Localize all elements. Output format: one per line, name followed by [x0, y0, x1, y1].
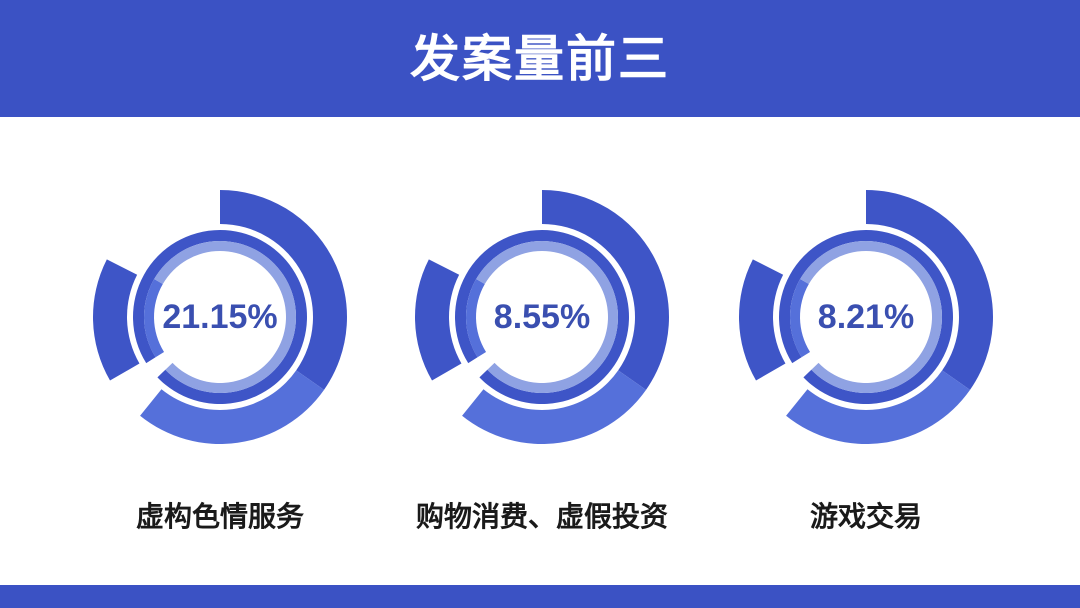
outer-arc-segment: [220, 190, 347, 390]
category-label: 虚构色情服务: [135, 500, 304, 533]
stat-item-1: 21.15% 虚构色情服务: [70, 180, 370, 550]
percent-value: 8.21%: [817, 298, 915, 336]
inner-ring-segment: [803, 230, 953, 404]
inner-ring-segment: [779, 230, 866, 364]
inner-band-segment: [800, 241, 866, 284]
donut-ring-1: [92, 190, 347, 444]
inner-ring-segment: [479, 230, 629, 404]
outer-arc-segment: [866, 190, 993, 390]
percent-value: 8.55%: [493, 298, 591, 336]
page-title: 发案量前三: [410, 29, 670, 88]
stat-item-3: 8.21% 游戏交易: [716, 180, 1016, 550]
inner-band-segment: [144, 279, 165, 358]
inner-ring-segment: [455, 230, 542, 364]
donut-ring-2: [415, 190, 669, 444]
outer-arc-segment: [140, 370, 325, 444]
percent-value: 21.15%: [162, 298, 278, 336]
donut-ring-3: [739, 190, 993, 444]
category-label: 游戏交易: [809, 500, 922, 533]
outer-arc-small: [415, 259, 462, 381]
category-label: 购物消费、虚假投资: [415, 500, 668, 533]
outer-arc-small: [92, 259, 140, 381]
outer-arc-segment: [786, 370, 971, 444]
inner-ring-segment: [133, 230, 220, 364]
header-bar: 发案量前三: [0, 0, 1080, 117]
inner-band-segment: [811, 241, 942, 393]
stat-item-2: 8.55% 购物消费、虚假投资: [392, 180, 692, 550]
inner-band-segment: [154, 241, 220, 284]
footer-bar: [0, 585, 1080, 608]
inner-band-segment: [476, 241, 542, 284]
outer-arc-segment: [462, 370, 647, 444]
outer-arc-segment: [542, 190, 669, 390]
inner-band-segment: [487, 241, 618, 393]
inner-band-segment: [165, 241, 297, 393]
inner-band-segment: [466, 279, 487, 358]
inner-ring-segment: [157, 230, 307, 404]
outer-arc-small: [739, 259, 786, 381]
inner-band-segment: [790, 279, 811, 358]
